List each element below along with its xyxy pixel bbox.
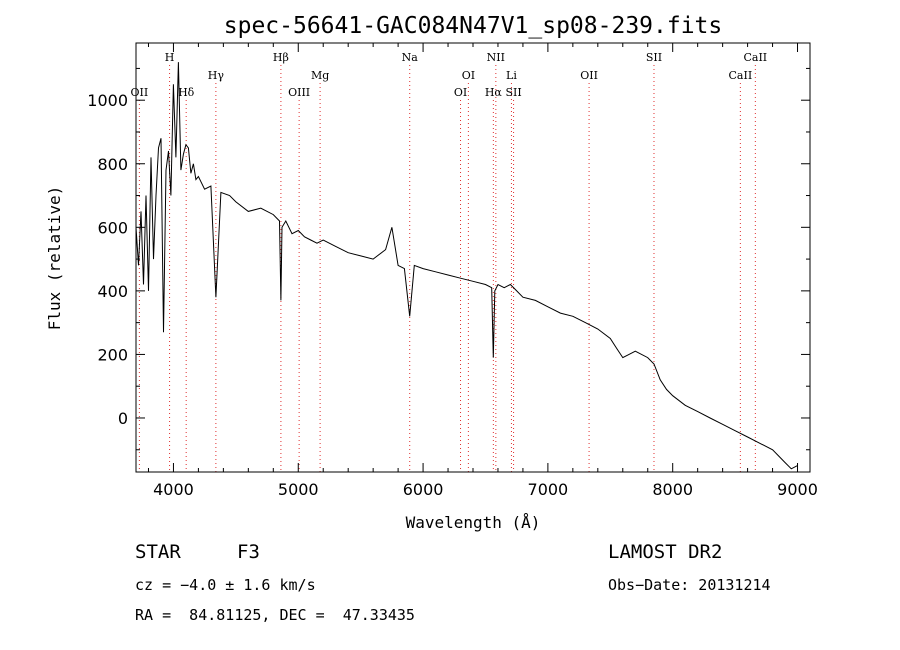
redshift-text: cz = −4.0 ± 1.6 km/s: [135, 576, 316, 594]
spectral-line-label: OIII: [288, 86, 310, 99]
plot-frame: [135, 42, 811, 473]
y-axis-title: Flux (relative): [45, 186, 64, 331]
spectral-line-label: OII: [131, 86, 149, 99]
chart-title: spec-56641-GAC084N47V1_sp08-239.fits: [224, 13, 723, 39]
object-class: F3: [237, 541, 260, 563]
spectral-line-label: SII: [646, 51, 662, 64]
y-tick-label: 400: [97, 282, 128, 301]
x-tick-label: 9000: [777, 480, 818, 499]
spectral-line-label: Na: [402, 51, 419, 64]
spectral-line-label: Hβ: [273, 51, 289, 64]
object-type: STAR: [135, 541, 181, 563]
y-tick-label: 800: [97, 155, 128, 174]
y-tick-label: 0: [118, 409, 128, 428]
spectral-line-label: OI: [462, 69, 475, 82]
y-axis: 0 200 400 600 800 1000: [87, 67, 810, 451]
spectral-line-label: CaII: [729, 69, 753, 82]
spectral-line-label: NII: [487, 51, 505, 64]
x-axis: 4000 5000 6000 7000 8000 9000: [147, 43, 818, 499]
spectrum-line: [135, 62, 798, 470]
spectral-line-label: Hγ: [208, 69, 225, 82]
y-tick-label: 1000: [87, 91, 128, 110]
obs-date-text: Obs−Date: 20131214: [608, 576, 771, 594]
coordinates-text: RA = 84.81125, DEC = 47.33435: [135, 606, 415, 624]
spectral-line-label: OII: [580, 69, 598, 82]
y-tick-label: 600: [97, 218, 128, 237]
spectral-line-label: Li: [506, 69, 517, 82]
spectral-line-label: Hα: [485, 86, 503, 99]
x-axis-title: Wavelength (Å): [406, 513, 541, 532]
spectral-line-label: Mg: [311, 69, 329, 82]
y-tick-label: 200: [97, 345, 128, 364]
x-tick-label: 4000: [153, 480, 194, 499]
spectral-line-label: SII: [505, 86, 521, 99]
survey-name: LAMOST DR2: [608, 541, 723, 563]
x-tick-label: 5000: [278, 480, 319, 499]
spectral-line-label: CaII: [743, 51, 767, 64]
spectral-line-label: H: [165, 51, 175, 64]
x-tick-label: 6000: [403, 480, 444, 499]
x-tick-label: 7000: [528, 480, 569, 499]
x-tick-label: 8000: [652, 480, 693, 499]
spectral-line-label: OI: [454, 86, 467, 99]
spectral-line-label: Hδ: [178, 86, 195, 99]
